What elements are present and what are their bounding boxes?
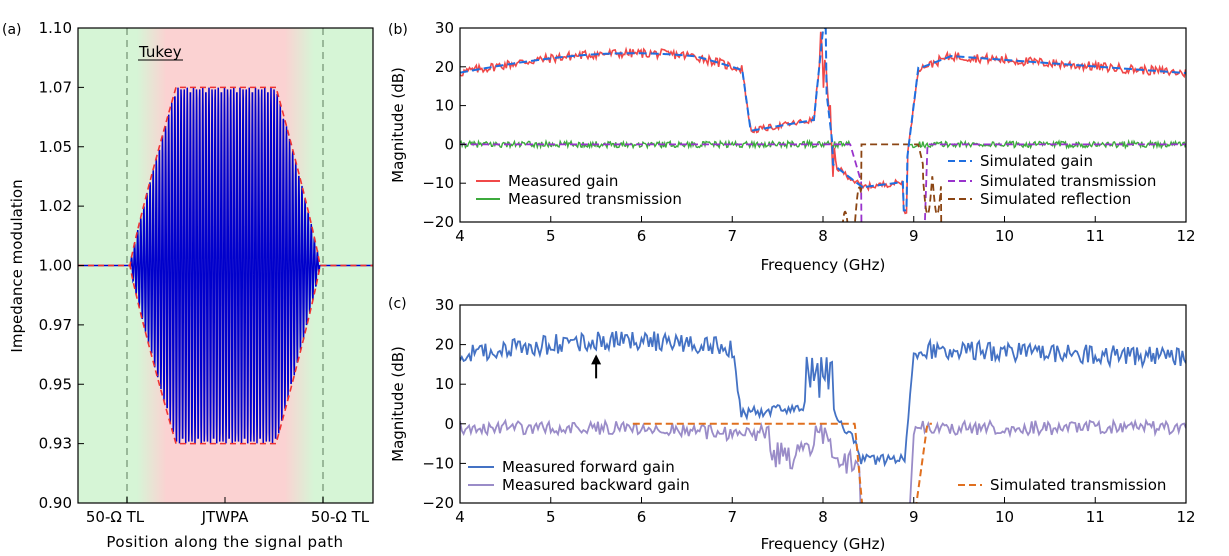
panel-c-y-axis-label: Magnitude (dB) [389,346,407,462]
y-tick-label: 0.90 [39,494,72,512]
y-tick-label: 0 [444,135,454,153]
panel-b-label: (b) [388,22,408,38]
series-measured-forward-gain [460,331,1186,468]
tukey-envelope-lower [78,264,373,445]
panel-a-y-axis-label: Impedance modulation [8,179,26,352]
series-simulated-transmission [460,143,1186,222]
y-tick-label: −10 [422,174,454,192]
y-tick-label: 1.00 [39,257,72,275]
y-tick-label: −20 [422,213,454,231]
x-tick-label: 10 [995,508,1014,526]
legend-measured-gain: Measured gain [508,172,618,190]
x-tick-label: 9 [909,227,919,245]
y-tick-label: 20 [435,336,454,354]
panel-a-x-ticks: 50-Ω TL JTWPA 50-Ω TL [86,497,370,526]
panel-a-label: (a) [2,22,22,38]
panel-c-label: (c) [388,296,407,312]
panel-b-y-axis-label: Magnitude (dB) [389,67,407,183]
panel-c-x-axis-label: Frequency (GHz) [761,535,886,553]
panel-b: (b) 4 5 6 7 8 9 10 11 12 −20 −10 0 10 20 30 Frequency … [388,19,1196,274]
y-tick-label: 30 [435,296,454,314]
y-tick-label: 10 [435,375,454,393]
x-tick-label: 6 [637,227,647,245]
x-tick-label: 5 [546,227,556,245]
x-tick-label: 8 [818,227,828,245]
legend-measured-forward-gain: Measured forward gain [502,458,675,476]
x-tick-label-left-tl: 50-Ω TL [86,508,145,526]
panel-b-x-axis-label: Frequency (GHz) [761,256,886,274]
x-tick-label: 11 [1086,508,1105,526]
legend-simulated-transmission: Simulated transmission [980,172,1156,190]
legend-measured-transmission: Measured transmission [508,190,682,208]
x-tick-label-right-tl: 50-Ω TL [311,508,370,526]
series-simulated-gain [460,28,1186,212]
x-tick-label: 9 [909,508,919,526]
panel-a-y-ticks: 1.10 1.07 1.05 1.02 1.00 0.97 0.95 0.93 0.90 [39,19,84,512]
y-tick-label: 0.97 [39,316,72,334]
tukey-annotation: Tukey [138,43,182,61]
x-tick-label: 12 [1176,508,1195,526]
x-tick-label: 12 [1176,227,1195,245]
series-measured-gain [460,31,1186,215]
x-tick-label: 4 [455,227,465,245]
legend-simulated-reflection: Simulated reflection [980,190,1131,208]
x-tick-label: 4 [455,508,465,526]
legend-measured-backward-gain: Measured backward gain [502,476,690,494]
x-tick-label: 6 [637,508,647,526]
x-tick-label: 8 [818,508,828,526]
x-tick-label: 11 [1086,227,1105,245]
y-tick-label: −20 [422,494,454,512]
y-tick-label: 0 [444,415,454,433]
y-tick-label: 1.05 [39,138,72,156]
y-tick-label: 1.07 [39,78,72,96]
y-tick-label: 1.02 [39,197,72,215]
panel-b-legend: Measured gain Measured transmission Simu… [476,152,1156,208]
legend-simulated-transmission: Simulated transmission [990,476,1166,494]
y-tick-label: 0.93 [39,435,72,453]
y-tick-label: 20 [435,58,454,76]
panel-c: (c) 4 5 6 7 8 9 10 11 12 −20 −10 0 10 20 30 Frequency … [388,296,1196,553]
panel-a: (a) Tukey 1.10 1.07 1.05 1.02 1.00 0.97 0.95 0.… [2,19,374,551]
series-simulated-transmission [632,422,932,503]
panel-a-x-axis-label: Position along the signal path [106,533,343,551]
panel-c-legend: Measured forward gain Measured backward … [468,458,1166,494]
y-tick-label: 0.95 [39,375,72,393]
arrow-head [591,354,602,365]
y-tick-label: 1.10 [39,19,72,37]
panel-b-ticks: 4 5 6 7 8 9 10 11 12 −20 −10 0 10 20 30 [422,19,1195,245]
x-tick-label: 7 [727,508,737,526]
panel-c-ticks: 4 5 6 7 8 9 10 11 12 −20 −10 0 10 20 30 [422,296,1195,526]
y-tick-label: 10 [435,97,454,115]
x-tick-label: 7 [727,227,737,245]
y-tick-label: −10 [422,454,454,472]
arrow-marker [591,354,602,379]
x-tick-label: 5 [546,508,556,526]
x-tick-label: 10 [995,227,1014,245]
y-tick-label: 30 [435,19,454,37]
series-measured-backward-gain [460,418,1186,503]
legend-simulated-gain: Simulated gain [980,152,1093,170]
x-tick-label-jtwpa: JTWPA [201,508,250,526]
